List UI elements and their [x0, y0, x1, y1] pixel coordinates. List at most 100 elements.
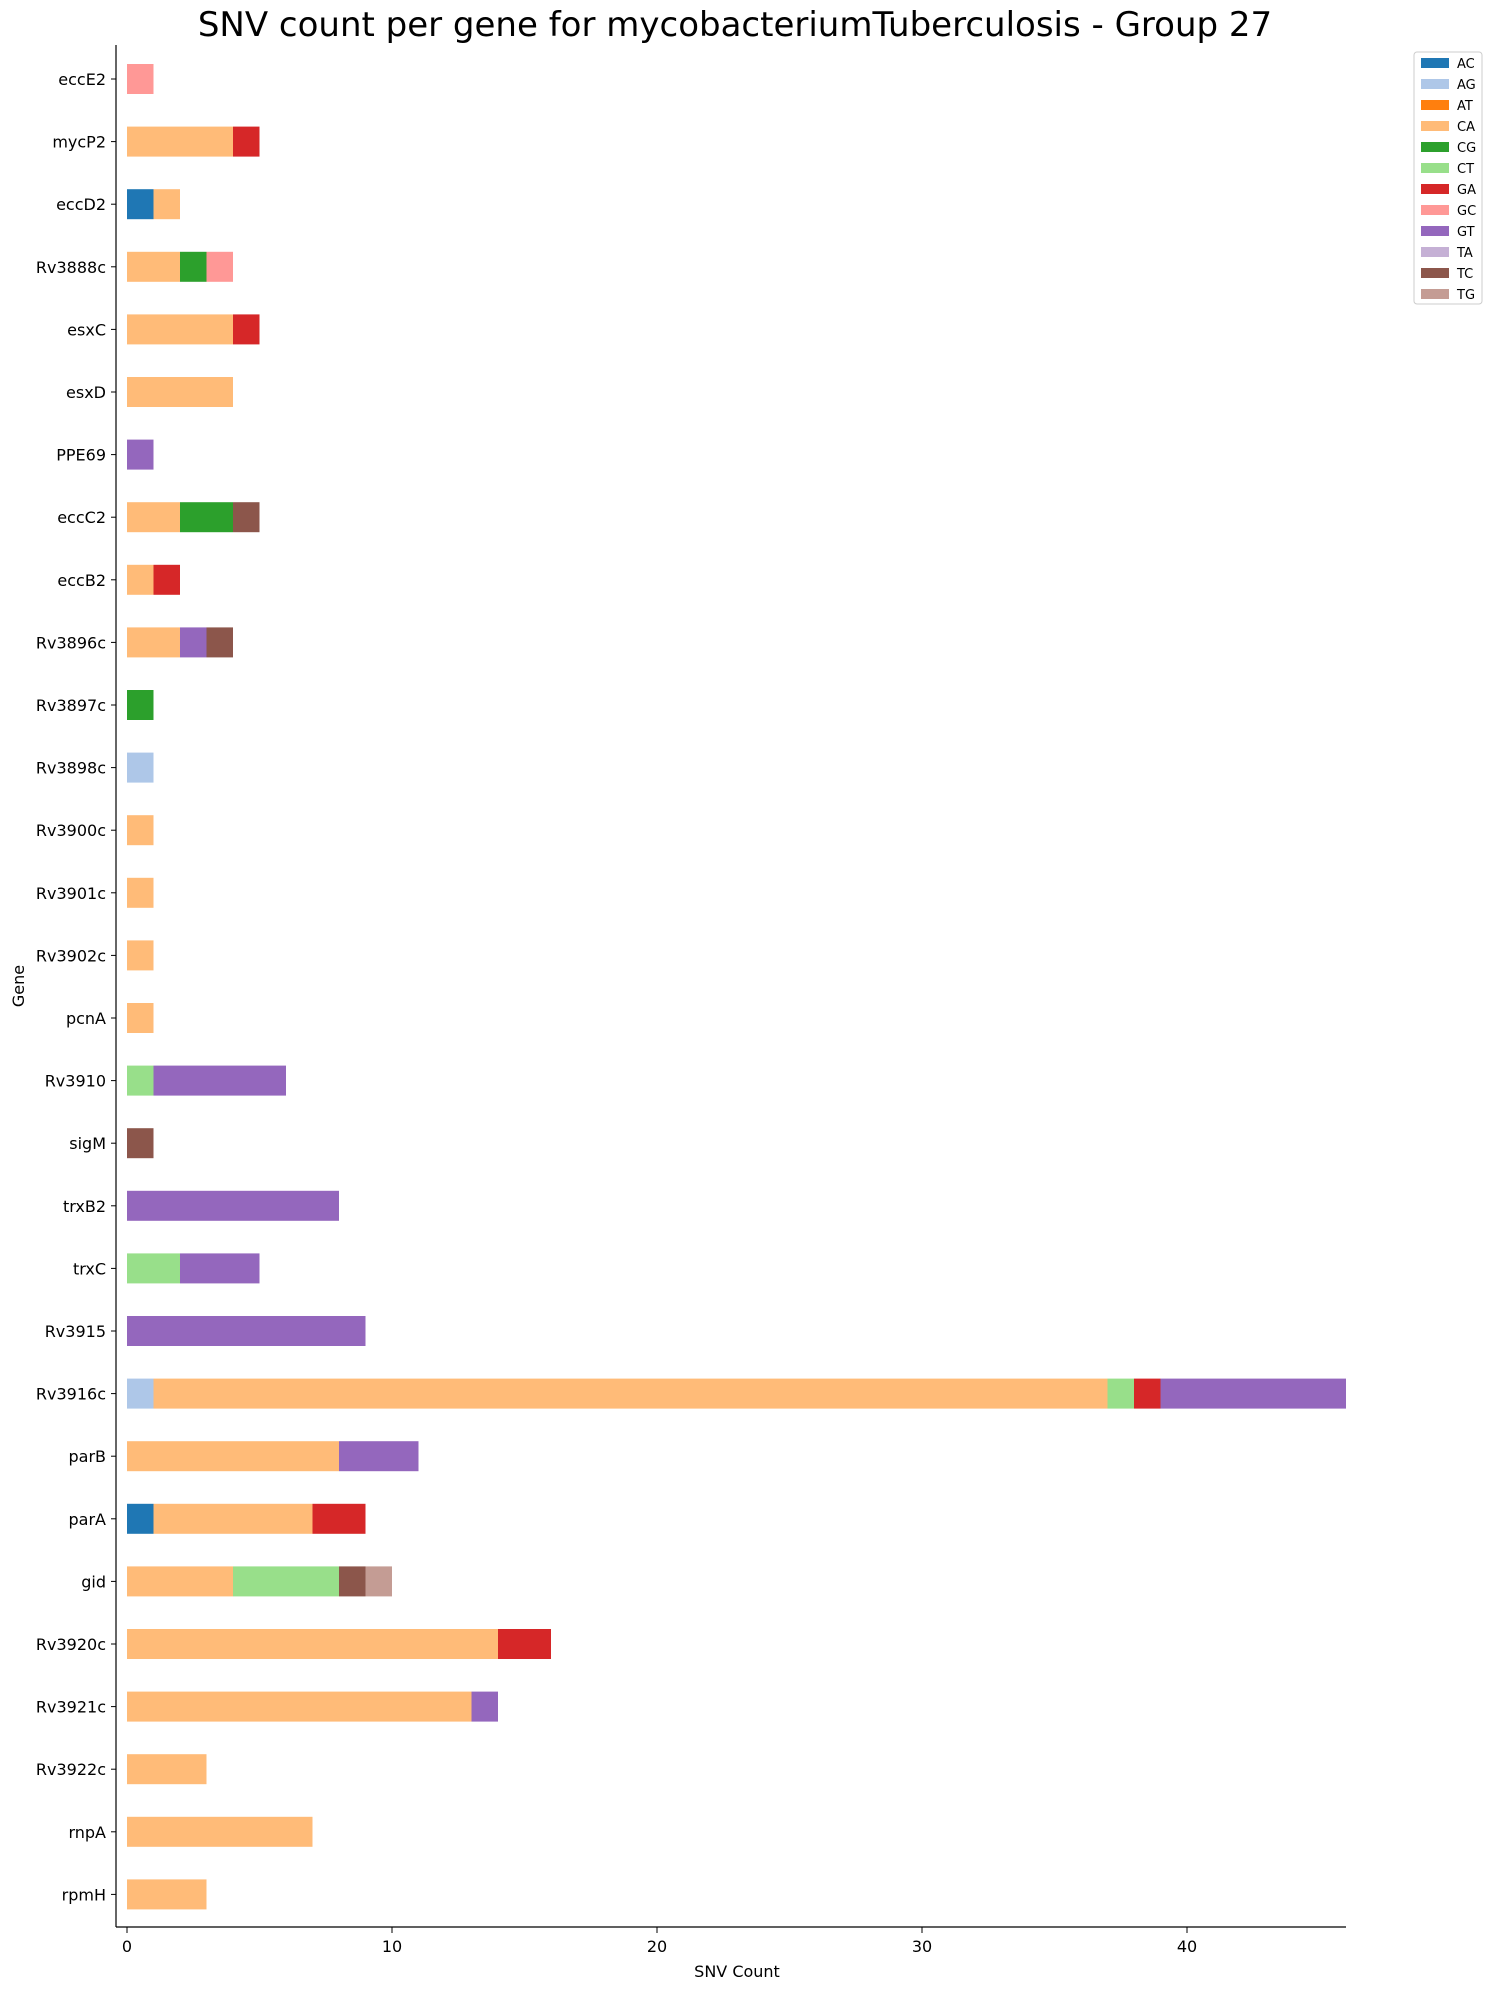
bar-segment-Rv3921c-GT [471, 1691, 498, 1722]
bar-segment-pcnA-CA [127, 1003, 154, 1033]
bar-segment-Rv3888c-CA [127, 251, 180, 282]
y-tick-label: Rv3921c [36, 1698, 106, 1717]
x-tick-label: 10 [382, 1937, 402, 1956]
bar-segment-mycP2-GA [233, 126, 260, 157]
legend-label-CA: CA [1457, 120, 1475, 135]
legend-label-GC: GC [1457, 204, 1476, 219]
y-tick-label: Rv3902c [36, 946, 106, 965]
y-tick-label: Rv3900c [36, 821, 106, 840]
y-tick-label: esxD [66, 383, 106, 402]
legend-swatch-TA [1421, 247, 1449, 257]
y-tick-label: parA [69, 1510, 107, 1529]
bar-segment-parA-AC [127, 1503, 154, 1534]
bar-segment-Rv3916c-CA [153, 1378, 1108, 1409]
y-axis-label: Gene [9, 965, 28, 1007]
y-tick-label: rnpA [68, 1823, 106, 1842]
bar-segment-Rv3916c-GA [1134, 1378, 1161, 1409]
bar-segment-Rv3910-GT [153, 1065, 286, 1096]
bar-segment-Rv3888c-CG [180, 251, 207, 282]
bar-segment-parA-CA [153, 1503, 313, 1534]
y-tick-label: Rv3898c [36, 759, 106, 778]
bar-segment-gid-TC [339, 1566, 366, 1597]
y-tick-label: esxC [67, 320, 106, 339]
bar-segment-sigM-TC [127, 1128, 154, 1159]
y-ticks: eccE2 mycP2 eccD2 Rv3888c esxC esxD PPE69 eccC2… [36, 70, 116, 1904]
bar-segment-eccE2-GC [127, 64, 154, 94]
x-tick-label: 0 [122, 1937, 132, 1956]
y-tick-label: eccC2 [57, 508, 106, 527]
bar-segment-Rv3916c-CT [1107, 1378, 1134, 1409]
legend-label-CT: CT [1457, 162, 1474, 177]
legend-swatch-GT [1421, 226, 1449, 236]
y-tick-label: rpmH [62, 1885, 106, 1904]
bar-segment-trxB2-GT [127, 1190, 339, 1221]
bars-layer [127, 64, 1346, 1910]
bar-segment-Rv3902c-CA [127, 940, 154, 971]
bar-segment-Rv3921c-CA [127, 1691, 472, 1722]
chart-title: SNV count per gene for mycobacteriumTube… [198, 5, 1272, 45]
bar-segment-esxD-CA [127, 377, 233, 407]
bar-segment-gid-CT [233, 1566, 339, 1597]
bar-segment-eccB2-GA [153, 564, 180, 595]
y-tick-label: mycP2 [52, 133, 106, 152]
x-tick-label: 40 [1177, 1937, 1197, 1956]
y-tick-label: eccB2 [57, 571, 106, 590]
bar-segment-parB-GT [339, 1441, 419, 1472]
bar-segment-Rv3896c-CA [127, 627, 180, 658]
legend-label-CG: CG [1457, 141, 1476, 156]
bar-segment-Rv3920c-GA [498, 1629, 551, 1659]
bar-segment-Rv3916c-AG [127, 1378, 154, 1409]
bar-segment-Rv3896c-GT [180, 627, 207, 658]
bar-segment-Rv3896c-TC [206, 627, 233, 658]
bar-segment-Rv3888c-GC [206, 251, 233, 282]
legend-swatch-GC [1421, 205, 1449, 215]
bar-segment-Rv3922c-CA [127, 1754, 207, 1785]
bar-segment-esxC-GA [233, 314, 260, 345]
legend-label-GT: GT [1457, 225, 1475, 240]
bar-segment-Rv3897c-CG [127, 690, 154, 720]
bar-segment-rnpA-CA [127, 1816, 313, 1847]
bar-segment-Rv3916c-GT [1160, 1378, 1346, 1409]
y-tick-label: gid [81, 1572, 106, 1591]
legend-label-TC: TC [1456, 267, 1473, 282]
legend-label-AC: AC [1457, 57, 1475, 72]
bar-segment-eccD2-AC [127, 189, 154, 220]
y-tick-label: trxB2 [63, 1197, 106, 1216]
legend-swatch-CT [1421, 163, 1449, 173]
y-tick-label: Rv3896c [36, 633, 106, 652]
bar-segment-PPE69-GT [127, 439, 154, 470]
legend-label-GA: GA [1457, 183, 1476, 198]
y-tick-label: pcnA [66, 1009, 106, 1028]
legend-swatch-AT [1421, 100, 1449, 110]
y-tick-label: eccE2 [58, 70, 106, 89]
bar-segment-gid-TG [365, 1566, 392, 1597]
bar-segment-eccD2-CA [153, 189, 180, 220]
axes-layer [115, 45, 1346, 1928]
bar-segment-mycP2-CA [127, 126, 233, 157]
bar-segment-Rv3910-CT [127, 1065, 154, 1096]
bar-segment-eccB2-CA [127, 564, 154, 595]
legend-label-TA: TA [1456, 246, 1473, 261]
y-tick-label: parB [68, 1447, 106, 1466]
y-tick-label: trxC [73, 1259, 106, 1278]
legend-label-TG: TG [1456, 288, 1475, 303]
x-ticks: 0 10 20 30 40 [122, 1927, 1197, 1956]
y-tick-label: PPE69 [56, 446, 106, 465]
bar-segment-trxC-GT [180, 1253, 260, 1284]
y-tick-label: Rv3922c [36, 1760, 106, 1779]
bar-segment-parA-GA [312, 1503, 366, 1534]
legend: AC AG AT CA CG CT GA GC GT TA TC TG [1413, 51, 1483, 305]
legend-swatch-AG [1421, 79, 1449, 89]
legend-swatch-TC [1421, 268, 1449, 278]
bar-segment-Rv3900c-CA [127, 815, 154, 846]
bar-segment-Rv3915-GT [127, 1316, 366, 1346]
y-tick-label: Rv3888c [36, 258, 106, 277]
y-tick-label: Rv3920c [36, 1635, 106, 1654]
bar-segment-Rv3898c-AG [127, 752, 154, 783]
legend-swatch-CA [1421, 121, 1449, 131]
bar-segment-Rv3920c-CA [127, 1629, 498, 1659]
bar-segment-rpmH-CA [127, 1879, 207, 1910]
legend-label-AG: AG [1457, 78, 1476, 93]
y-tick-label: Rv3901c [36, 884, 106, 903]
